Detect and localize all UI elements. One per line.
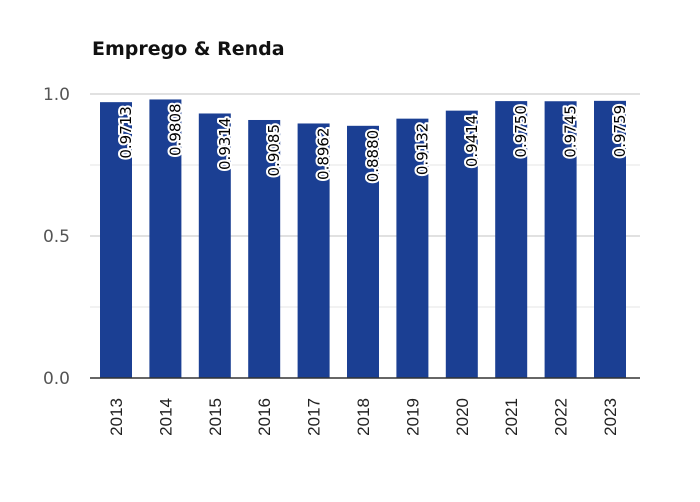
bar-2023 xyxy=(594,100,626,379)
data-label: 0.8962 xyxy=(315,127,333,180)
y-tick-label: 0.0 xyxy=(43,369,70,389)
data-label: 0.9759 xyxy=(611,105,629,157)
bar-2017 xyxy=(297,123,330,378)
x-tick-label: 2019 xyxy=(403,398,422,436)
bar-2019 xyxy=(396,118,429,379)
data-label: 0.9713 xyxy=(117,106,135,159)
data-label: 0.9085 xyxy=(265,124,283,176)
data-label: 0.9750 xyxy=(512,105,530,158)
x-tick-label: 2015 xyxy=(206,398,225,436)
x-tick-label: 2013 xyxy=(107,398,126,436)
bar-2014 xyxy=(149,99,182,379)
bar-2020 xyxy=(445,110,478,379)
x-tick-label: 2018 xyxy=(354,398,373,436)
x-tick-label: 2022 xyxy=(552,398,571,436)
bar-2021 xyxy=(495,101,528,378)
data-label: 0.9745 xyxy=(562,105,580,158)
x-tick-label: 2021 xyxy=(502,398,521,436)
y-tick-label: 1.0 xyxy=(43,85,70,105)
x-tick-label: 2014 xyxy=(156,398,175,436)
data-label: 0.9808 xyxy=(166,103,184,155)
bar-2013 xyxy=(100,102,132,378)
data-label: 0.8880 xyxy=(364,130,382,183)
y-tick-label: 0.5 xyxy=(43,227,70,247)
bar-2015 xyxy=(198,113,231,379)
data-label: 0.9314 xyxy=(216,117,234,169)
bar-2016 xyxy=(248,119,281,379)
data-label: 0.9132 xyxy=(413,123,431,176)
x-tick-label: 2016 xyxy=(255,398,274,436)
bar-2022 xyxy=(544,101,577,378)
x-tick-label: 2017 xyxy=(305,398,324,436)
data-label: 0.9414 xyxy=(463,115,481,167)
x-tick-label: 2023 xyxy=(601,398,620,436)
chart-title: Emprego & Renda xyxy=(92,38,285,60)
bar-2018 xyxy=(347,125,379,378)
x-tick-label: 2020 xyxy=(453,398,472,436)
